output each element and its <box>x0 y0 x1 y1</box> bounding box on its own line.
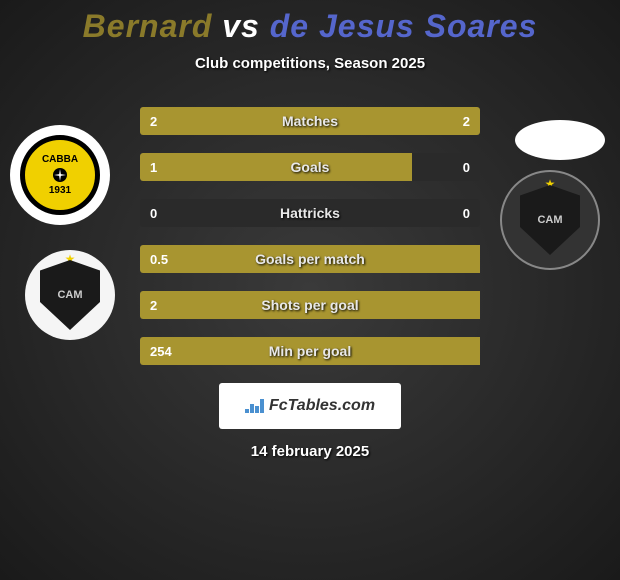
stat-label: Min per goal <box>269 343 351 359</box>
cam-name-2: CAM <box>537 214 562 226</box>
brand-logo: FcTables.com <box>219 383 401 429</box>
brand-text: FcTables.com <box>269 397 375 414</box>
stat-fill-left <box>140 153 412 181</box>
stats-container: 2 Matches 2 1 Goals 0 0 Hattricks 0 0.5 Goals per … <box>140 107 480 365</box>
cabba-name: CABBA <box>42 154 78 165</box>
stat-value-right: 2 <box>463 114 470 129</box>
stat-row: 254 Min per goal <box>140 337 480 365</box>
stat-row: 0 Hattricks 0 <box>140 199 480 227</box>
club-badge-left-bottom: ★ CAM <box>25 250 115 340</box>
header: Bernard vs de Jesus Soares Club competit… <box>0 0 620 72</box>
subtitle: Club competitions, Season 2025 <box>0 55 620 72</box>
stat-value-right: 0 <box>463 206 470 221</box>
date-text: 14 february 2025 <box>0 443 620 460</box>
cam-crest: CAM <box>40 260 100 330</box>
cabba-crest: CABBA 1931 <box>20 135 100 215</box>
stat-row: 0.5 Goals per match <box>140 245 480 273</box>
cam-name-1: CAM <box>57 289 82 301</box>
player1-name: Bernard <box>83 8 213 44</box>
stat-value-left: 2 <box>150 114 157 129</box>
club-badge-right-bottom: ★ CAM <box>500 170 600 270</box>
cam-crest-2: CAM <box>520 185 580 255</box>
stat-label: Goals per match <box>255 251 365 267</box>
club-badge-right-top <box>515 120 605 160</box>
stat-value-left: 254 <box>150 344 172 359</box>
stat-row: 2 Shots per goal <box>140 291 480 319</box>
player2-name: de Jesus Soares <box>270 8 538 44</box>
stat-value-left: 2 <box>150 298 157 313</box>
cabba-year: 1931 <box>49 185 71 196</box>
stat-label: Shots per goal <box>261 297 358 313</box>
stat-label: Goals <box>291 159 330 175</box>
stat-value-right: 0 <box>463 160 470 175</box>
stat-value-left: 0 <box>150 206 157 221</box>
club-badge-left-top: CABBA 1931 <box>10 125 110 225</box>
page-title: Bernard vs de Jesus Soares <box>0 8 620 45</box>
ellipse-icon <box>515 120 605 160</box>
brand-box: FcTables.com <box>0 383 620 429</box>
stat-value-left: 1 <box>150 160 157 175</box>
vs-text: vs <box>222 8 260 44</box>
stat-row: 2 Matches 2 <box>140 107 480 135</box>
stat-row: 1 Goals 0 <box>140 153 480 181</box>
stat-label: Hattricks <box>280 205 340 221</box>
stat-label: Matches <box>282 113 338 129</box>
stat-value-left: 0.5 <box>150 252 168 267</box>
